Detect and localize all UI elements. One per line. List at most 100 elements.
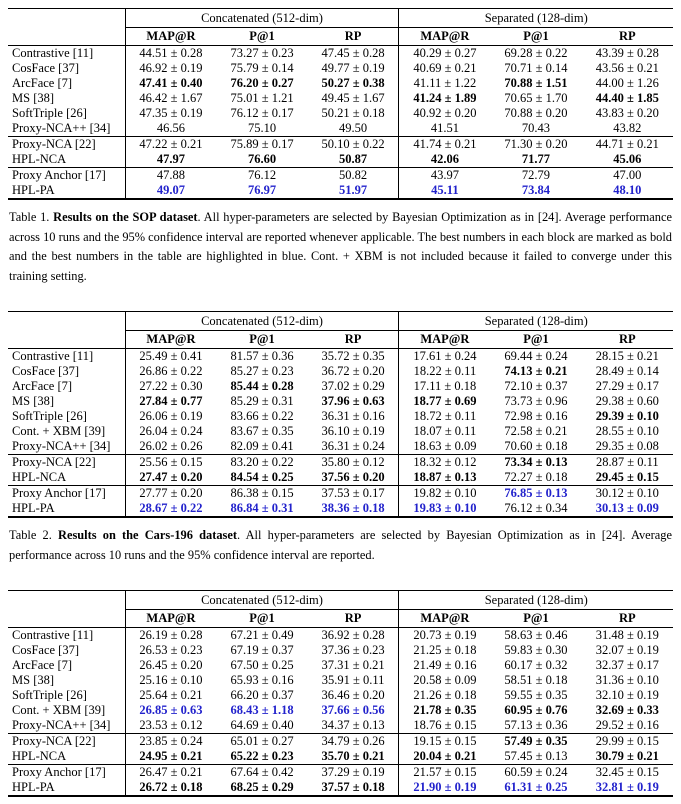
value-cell: 57.49 ± 0.35 (504, 734, 568, 748)
value-cell: 67.64 ± 0.42 (230, 765, 294, 779)
column-header-p1: P@1 (216, 27, 308, 46)
value-cell: 49.07 (156, 183, 186, 197)
group-header-separated: Separated (128-dim) (398, 8, 673, 28)
value-cell: 28.15 ± 0.21 (595, 349, 659, 363)
value-cell: 50.10 ± 0.22 (307, 136, 400, 152)
value-cell: 76.12 ± 0.17 (230, 106, 294, 120)
value-cell: 21.90 ± 0.19 (413, 780, 477, 794)
value-cell: 57.13 ± 0.36 (504, 718, 568, 732)
value-cell: 70.71 ± 0.14 (504, 61, 568, 75)
value-cell: 49.45 ± 1.67 (307, 91, 400, 106)
table-row: Proxy Anchor [17] 26.47 ± 0.21 67.64 ± 0.4… (8, 764, 673, 780)
column-header-p1: P@1 (490, 330, 582, 349)
table-row: HPL-NCA 27.47 ± 0.20 84.54 ± 0.25 37.56 ± 0… (8, 470, 673, 486)
table-header: Concatenated (512-dim) Separated (128-dim… (8, 590, 673, 628)
value-cell: 60.95 ± 0.76 (504, 703, 568, 717)
method-cell: HPL-PA (8, 183, 126, 199)
value-cell: 23.53 ± 0.12 (139, 718, 203, 732)
value-cell: 36.46 ± 0.20 (307, 688, 400, 703)
value-cell: 37.66 ± 0.56 (307, 703, 400, 718)
value-cell: 31.36 ± 0.10 (595, 673, 659, 687)
figure-table-2: Concatenated (512-dim) Separated (128-dim… (8, 311, 673, 565)
value-cell: 59.83 ± 0.30 (504, 643, 568, 657)
method-cell: ArcFace [7] (8, 658, 126, 673)
value-cell: 48.10 (613, 183, 642, 197)
value-cell: 57.45 ± 0.13 (504, 749, 568, 763)
caption-text: . All hyper-parameters are selected by B… (9, 210, 673, 283)
value-cell: 25.64 ± 0.21 (139, 688, 203, 702)
value-cell: 21.78 ± 0.35 (413, 703, 477, 717)
method-cell: Proxy-NCA++ [34] (8, 121, 126, 137)
value-cell: 17.11 ± 0.18 (413, 379, 477, 393)
value-cell: 32.81 ± 0.19 (595, 780, 659, 794)
table-row: Cont. + XBM [39] 26.04 ± 0.24 83.67 ± 0.35… (8, 424, 673, 439)
value-cell: 20.73 ± 0.19 (413, 628, 477, 642)
value-cell: 67.21 ± 0.49 (230, 628, 294, 642)
column-header-mapr: MAP@R (398, 609, 491, 628)
value-cell: 36.31 ± 0.24 (307, 439, 400, 455)
figure-table-1: Concatenated (512-dim) Separated (128-dim… (8, 8, 673, 286)
value-cell: 51.97 (307, 183, 400, 199)
table-row: MS [38] 46.42 ± 1.67 75.01 ± 1.21 49.45 ± 1… (8, 91, 673, 106)
value-cell: 25.16 ± 0.10 (139, 673, 203, 687)
value-cell: 40.29 ± 0.27 (413, 46, 477, 60)
value-cell: 36.92 ± 0.28 (307, 627, 400, 643)
value-cell: 26.06 ± 0.19 (139, 409, 203, 423)
method-cell: SoftTriple [26] (8, 106, 126, 121)
method-cell: Proxy-NCA++ [34] (8, 718, 126, 734)
value-cell: 76.20 ± 0.27 (230, 76, 294, 90)
value-cell: 42.06 (430, 152, 459, 166)
value-cell: 73.27 ± 0.23 (230, 46, 294, 60)
table-row: HPL-PA 28.67 ± 0.22 86.84 ± 0.31 38.36 ± 0.… (8, 501, 673, 517)
value-cell: 37.96 ± 0.63 (307, 394, 400, 409)
value-cell: 65.22 ± 0.23 (230, 749, 294, 763)
method-cell: SoftTriple [26] (8, 409, 126, 424)
caption-title: Results on the Cars-196 dataset (58, 528, 237, 542)
value-cell: 26.19 ± 0.28 (139, 628, 203, 642)
value-cell: 45.06 (613, 152, 642, 166)
value-cell: 67.50 ± 0.25 (230, 658, 294, 672)
table-row: Proxy-NCA [22] 47.22 ± 0.21 75.89 ± 0.17 50… (8, 136, 673, 152)
value-cell: 76.12 ± 0.34 (504, 501, 568, 515)
value-cell: 66.20 ± 0.37 (230, 688, 294, 702)
value-cell: 83.20 ± 0.22 (230, 455, 294, 469)
value-cell: 29.45 ± 0.15 (595, 470, 659, 484)
value-cell: 29.52 ± 0.16 (595, 718, 659, 732)
value-cell: 35.70 ± 0.21 (307, 749, 400, 765)
value-cell: 26.85 ± 0.63 (139, 703, 203, 717)
method-cell: Contrastive [11] (8, 348, 126, 364)
value-cell: 41.74 ± 0.21 (413, 137, 477, 151)
value-cell: 31.48 ± 0.19 (595, 628, 659, 642)
value-cell: 23.85 ± 0.24 (139, 734, 203, 748)
method-cell: Contrastive [11] (8, 45, 126, 61)
value-cell: 65.01 ± 0.27 (230, 734, 294, 748)
value-cell: 24.95 ± 0.21 (139, 749, 203, 763)
method-cell: ArcFace [7] (8, 76, 126, 91)
table-row: CosFace [37] 26.86 ± 0.22 85.27 ± 0.23 36.7… (8, 364, 673, 379)
method-cell: HPL-NCA (8, 152, 126, 168)
table-row: Proxy-NCA [22] 23.85 ± 0.24 65.01 ± 0.27 34… (8, 733, 673, 749)
value-cell: 44.71 ± 0.21 (595, 137, 659, 151)
table-row: HPL-PA 49.07 76.97 51.97 45.11 73.84 48.10 (8, 183, 673, 199)
value-cell: 32.37 ± 0.17 (595, 658, 659, 672)
value-cell: 69.44 ± 0.24 (504, 349, 568, 363)
column-header-row: MAP@R P@1 RP MAP@R P@1 RP (8, 27, 673, 46)
value-cell: 37.53 ± 0.17 (307, 485, 400, 501)
value-cell: 75.01 ± 1.21 (230, 91, 294, 105)
method-cell: MS [38] (8, 394, 126, 409)
value-cell: 83.66 ± 0.22 (230, 409, 294, 423)
method-block-2: Proxy-NCA [22] 23.85 ± 0.24 65.01 ± 0.27 34… (8, 733, 673, 765)
method-block-2: Proxy-NCA [22] 47.22 ± 0.21 75.89 ± 0.17 50… (8, 136, 673, 168)
value-cell: 19.83 ± 0.10 (413, 501, 477, 515)
value-cell: 43.82 (613, 121, 642, 135)
value-cell: 47.00 (613, 168, 642, 182)
value-cell: 47.41 ± 0.40 (139, 76, 203, 90)
value-cell: 47.88 (156, 168, 186, 182)
value-cell: 19.15 ± 0.15 (413, 734, 477, 748)
method-block-2: Proxy-NCA [22] 25.56 ± 0.15 83.20 ± 0.22 35… (8, 454, 673, 486)
value-cell: 82.09 ± 0.41 (230, 439, 294, 453)
caption-table-2: Table 2. Results on the Cars-196 dataset… (9, 526, 672, 565)
value-cell: 43.39 ± 0.28 (595, 46, 659, 60)
value-cell: 18.87 ± 0.13 (413, 470, 477, 484)
value-cell: 45.11 (431, 183, 459, 197)
